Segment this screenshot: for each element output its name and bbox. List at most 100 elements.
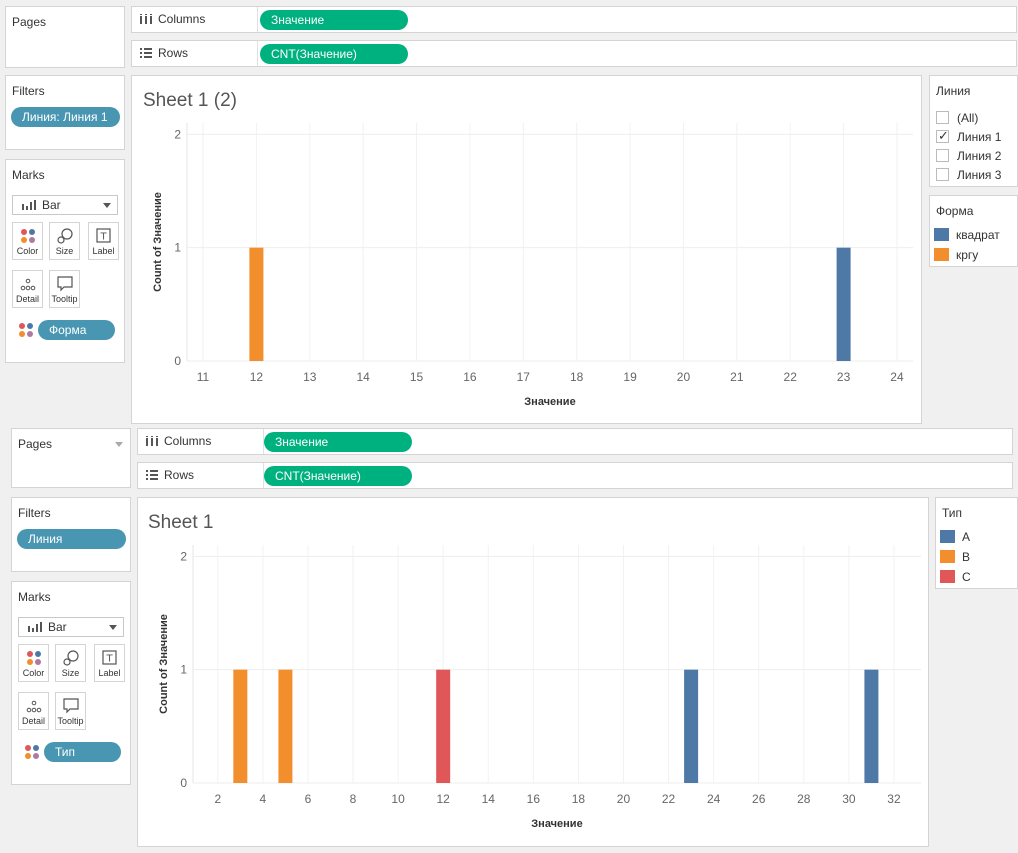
tooltip-label: Tooltip (51, 294, 78, 304)
color-button[interactable]: Color (12, 222, 43, 260)
legend-item[interactable]: A (940, 530, 1016, 546)
legend-item[interactable]: B (940, 550, 1016, 566)
size-button[interactable]: Size (55, 644, 86, 682)
mark-type-dropdown[interactable]: Bar (12, 195, 118, 215)
x-tick-label: 32 (887, 792, 901, 806)
legend-swatch (934, 248, 949, 261)
size-icon (57, 228, 73, 244)
pages-title: Pages (18, 437, 53, 451)
y-tick-label: 0 (180, 776, 187, 790)
x-tick-label: 4 (260, 792, 267, 806)
x-tick-label: 28 (797, 792, 811, 806)
filter-pill[interactable]: Линия (17, 529, 126, 549)
filter-item-label: Линия 3 (957, 168, 1002, 182)
size-button[interactable]: Size (49, 222, 80, 260)
columns-shelf[interactable]: Columns Значение (137, 428, 1013, 455)
bar-chart-icon (28, 622, 42, 632)
rows-icon (146, 470, 158, 480)
label-icon: T (102, 650, 117, 665)
label-button[interactable]: T Label (94, 644, 125, 682)
chart-top: Sheet 1 (2) 0 1 2 11 12 13 14 15 16 17 18 19 20 21 22 2… (131, 75, 922, 424)
legend-item[interactable]: квадрат (934, 228, 1016, 244)
filter-item-label: Линия 2 (957, 149, 1002, 163)
pages-card[interactable]: Pages (5, 6, 125, 68)
x-tick-label: 20 (617, 792, 631, 806)
detail-button[interactable]: Detail (12, 270, 43, 308)
checkbox[interactable] (936, 149, 949, 162)
color-button[interactable]: Color (18, 644, 49, 682)
rows-pill[interactable]: CNT(Значение) (264, 466, 412, 486)
rows-pill[interactable]: CNT(Значение) (260, 44, 408, 64)
sheet-title: Sheet 1 (2) (143, 90, 237, 111)
columns-pill[interactable]: Значение (260, 10, 408, 30)
tooltip-label: Tooltip (57, 716, 84, 726)
marks-color-pill[interactable]: Тип (44, 742, 121, 762)
y-tick-label: 1 (174, 241, 181, 255)
color-dots-icon (25, 745, 39, 759)
x-tick-label: 24 (707, 792, 721, 806)
x-tick-label: 14 (482, 792, 496, 806)
x-tick-label: 16 (527, 792, 541, 806)
filters-card[interactable]: Filters Линия (11, 497, 131, 572)
label-button[interactable]: T Label (88, 222, 119, 260)
detail-button[interactable]: Detail (18, 692, 49, 730)
x-tick-label: 12 (250, 370, 264, 384)
detail-label: Detail (15, 294, 39, 304)
mark-type-dropdown[interactable]: Bar (18, 617, 124, 637)
color-icon (27, 651, 41, 665)
marks-title: Marks (12, 168, 45, 182)
filters-card[interactable]: Filters Линия: Линия 1 (5, 75, 125, 150)
filter-item[interactable]: Линия 2 (936, 148, 1016, 164)
marks-card: Marks Bar Color Size T Label Detail Tool… (11, 581, 131, 785)
rows-shelf[interactable]: Rows CNT(Значение) (131, 40, 1017, 67)
checkbox[interactable] (936, 111, 949, 124)
label-label: Label (98, 668, 121, 678)
filters-title: Filters (12, 84, 45, 98)
bar (436, 669, 451, 783)
x-tick-label: 22 (784, 370, 798, 384)
chevron-down-icon[interactable] (115, 442, 123, 447)
filter-item-label: Линия 1 (957, 130, 1002, 144)
chart-bottom: Sheet 1 0 1 2 2 4 6 8 10 12 14 16 18 20 22 24 26 28 30 32 З… (137, 497, 929, 847)
filter-pill[interactable]: Линия: Линия 1 (11, 107, 120, 127)
x-tick-label: 24 (890, 370, 904, 384)
filter-item[interactable]: ✓ Линия 1 (936, 128, 1016, 145)
legend-item[interactable]: кргу (934, 248, 1016, 264)
tooltip-icon (57, 276, 73, 292)
x-tick-label: 20 (677, 370, 691, 384)
legend-swatch (940, 550, 955, 563)
columns-label-text: Columns (158, 12, 206, 26)
y-axis-title: Count of Значение (158, 614, 170, 714)
legend-label: квадрат (956, 228, 1000, 242)
pages-card[interactable]: Pages (11, 428, 131, 488)
columns-shelf[interactable]: Columns Значение (131, 6, 1017, 33)
filter-card-title: Линия (936, 84, 971, 98)
filter-item[interactable]: (All) (936, 110, 1016, 126)
filter-item[interactable]: Линия 3 (936, 167, 1016, 183)
rows-shelf[interactable]: Rows CNT(Значение) (137, 462, 1013, 489)
bar (684, 669, 699, 783)
legend-swatch (934, 228, 949, 241)
columns-pill[interactable]: Значение (264, 432, 412, 452)
detail-label: Detail (21, 716, 45, 726)
columns-label: Columns (132, 7, 258, 32)
x-tick-label: 21 (730, 370, 744, 384)
marks-color-pill[interactable]: Форма (38, 320, 115, 340)
x-tick-label: 17 (517, 370, 531, 384)
x-tick-label: 22 (662, 792, 676, 806)
checkbox[interactable] (936, 168, 949, 181)
legend-item[interactable]: C (940, 570, 1016, 586)
checkbox-checked[interactable]: ✓ (936, 128, 949, 143)
legend-swatch (940, 570, 955, 583)
label-icon: T (96, 228, 111, 243)
legend-title: Тип (942, 506, 963, 520)
x-tick-label: 26 (752, 792, 766, 806)
sheet-title: Sheet 1 (148, 512, 214, 533)
bar (233, 669, 248, 783)
columns-label: Columns (138, 429, 264, 454)
tooltip-button[interactable]: Tooltip (49, 270, 80, 308)
marks-card: Marks Bar Color Size T Label Detail Tool… (5, 159, 125, 363)
tooltip-button[interactable]: Tooltip (55, 692, 86, 730)
